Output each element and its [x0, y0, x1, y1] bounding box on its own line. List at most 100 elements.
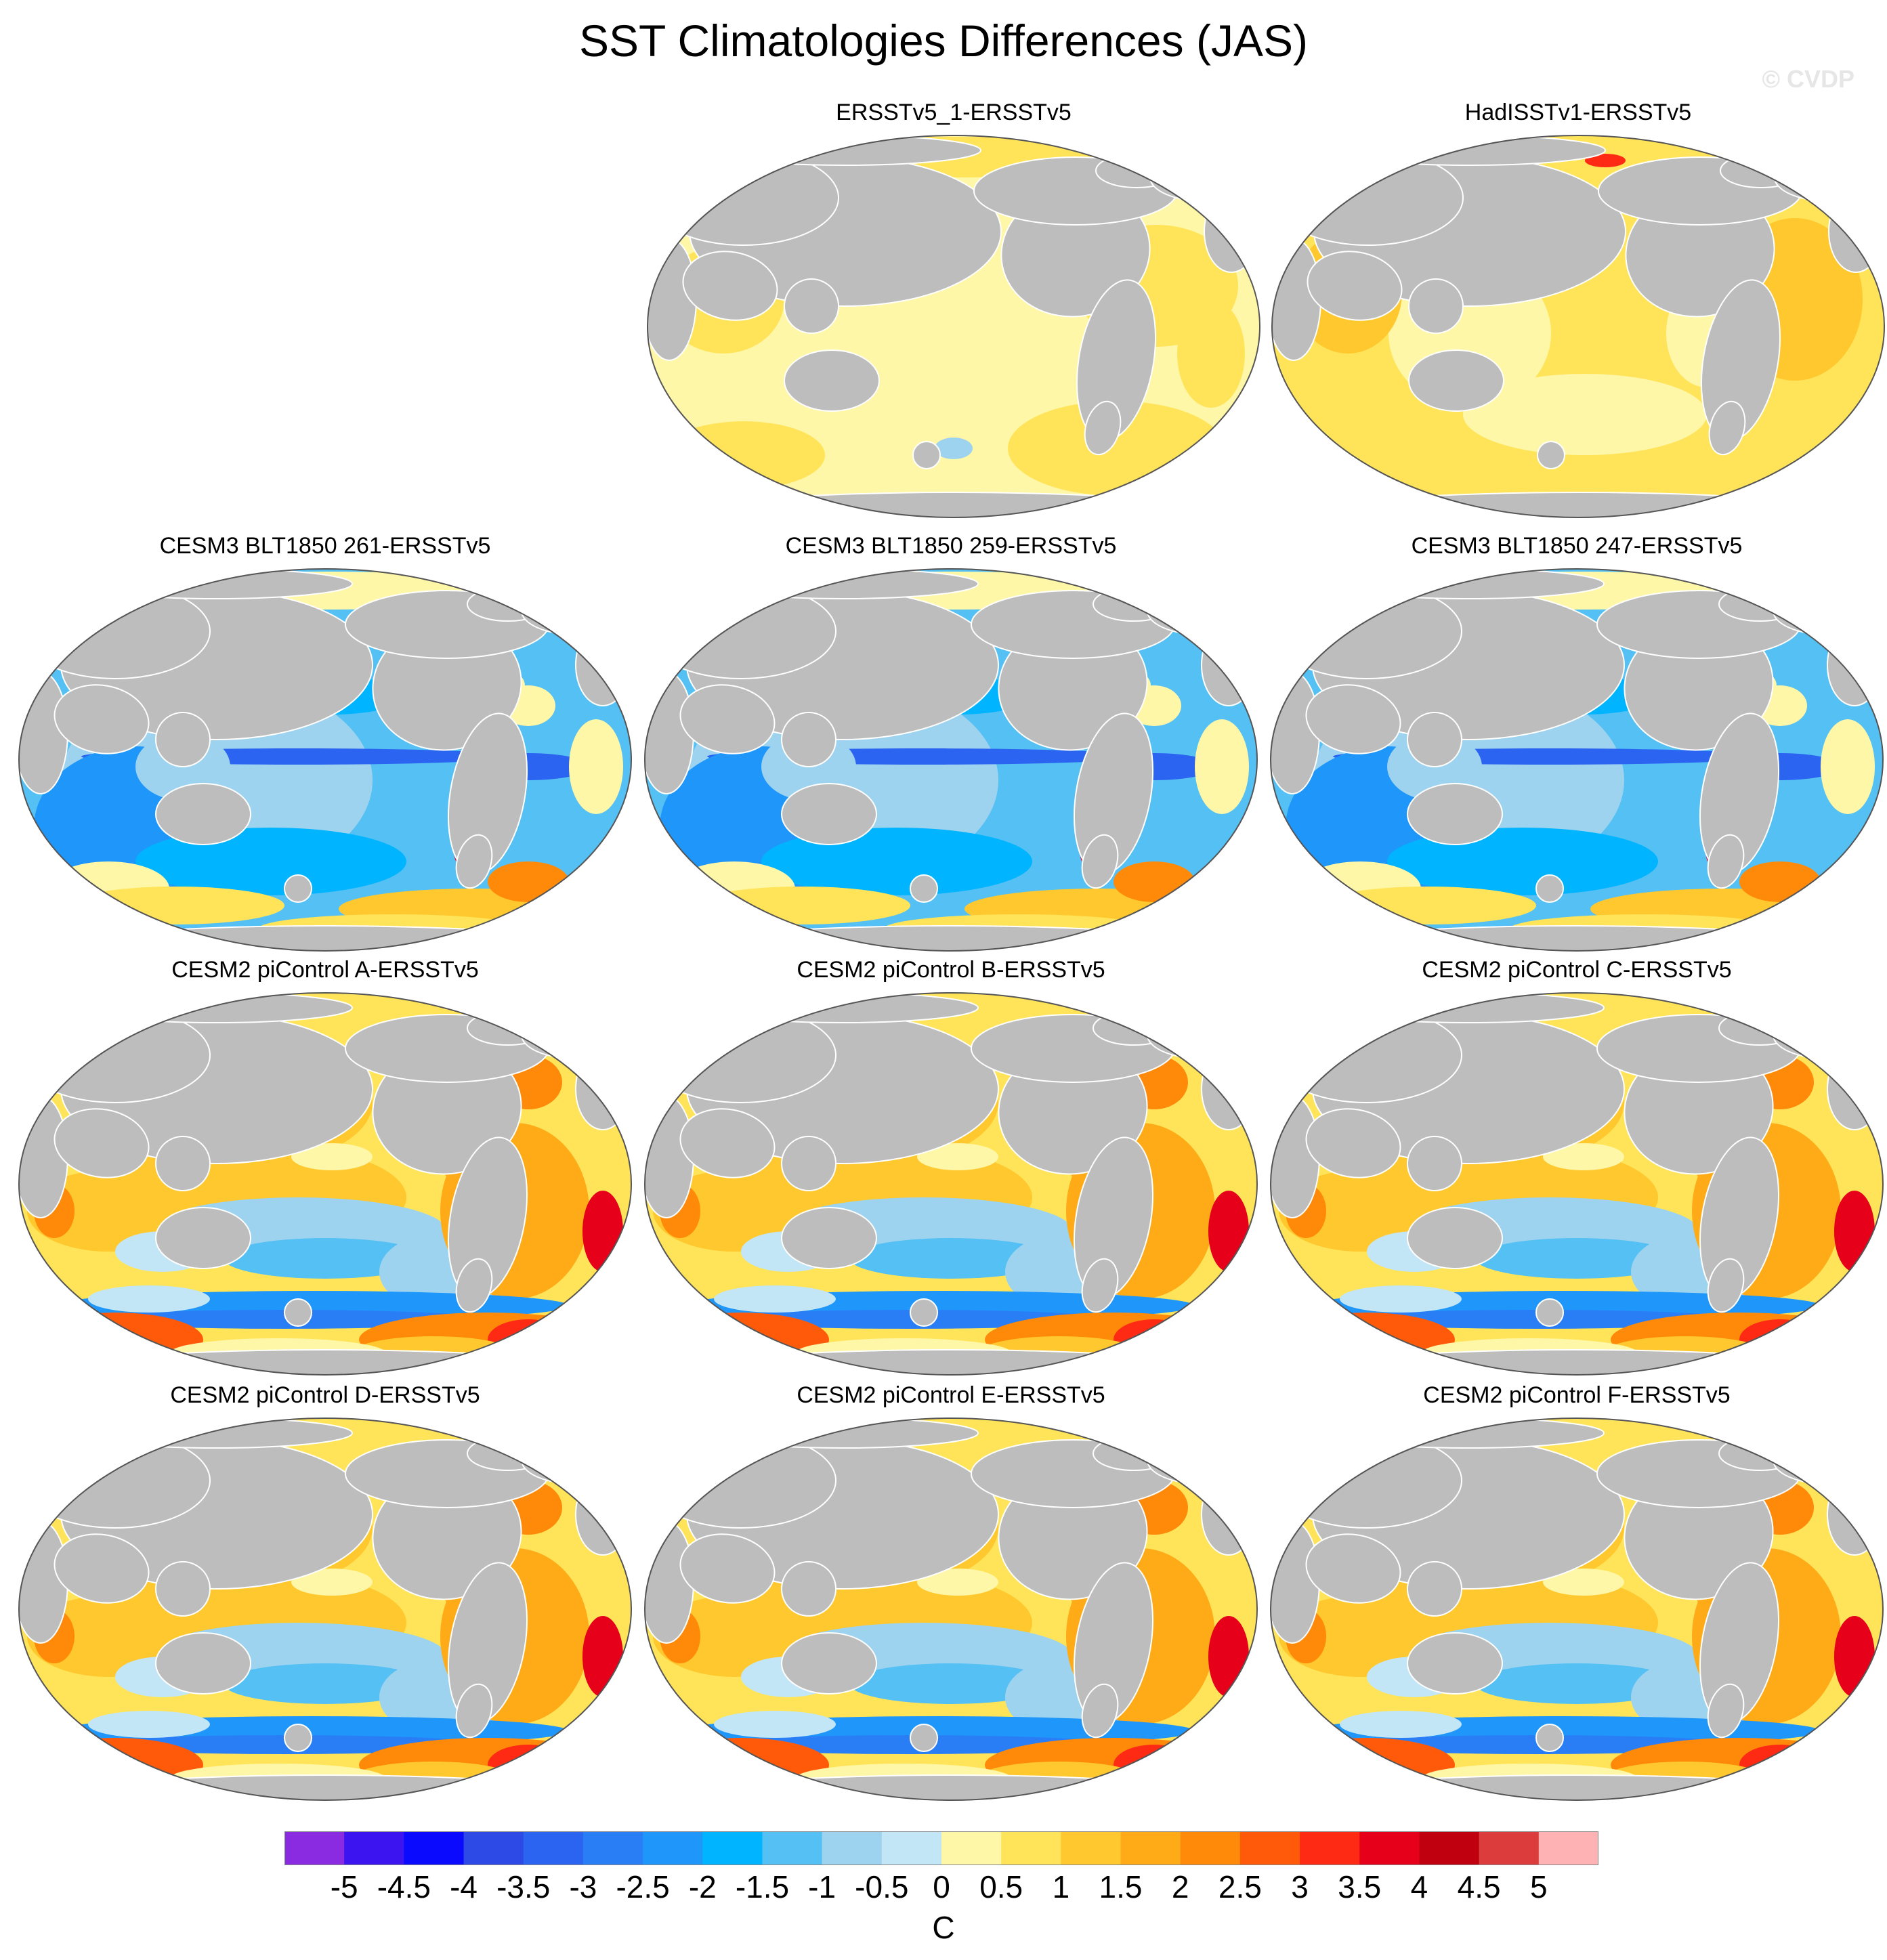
colorbar-tick-label: 1	[1052, 1869, 1070, 1904]
colorbar-tick-label: 4.5	[1457, 1869, 1501, 1904]
land-mass	[1272, 492, 1884, 517]
sst-anomaly-region	[917, 1569, 998, 1596]
sst-anomaly-region	[1821, 719, 1875, 814]
robinson-map	[18, 1418, 632, 1801]
land-mass	[155, 1136, 211, 1191]
land-mass	[910, 1298, 938, 1327]
sst-field	[19, 569, 631, 951]
land-mass	[1271, 925, 1883, 951]
land-mass	[467, 587, 549, 622]
robinson-map	[18, 568, 632, 952]
land-mass	[1149, 153, 1259, 202]
land-mass	[1407, 1632, 1503, 1695]
land-mass	[1774, 153, 1884, 202]
sst-anomaly-region	[1279, 1596, 1441, 1677]
sst-anomaly-region	[1340, 1285, 1462, 1313]
colorbar-tick-labels: -5 -4.5 -4 -3.5 -3 -2.5 -2 -1.5 -1 -0.5 0 0.5 1 1.5 2 2…	[284, 1869, 1598, 1910]
land-mass	[284, 874, 312, 903]
panel-title: CESM2 piControl C-ERSSTv5	[1422, 957, 1732, 983]
land-mass	[1598, 156, 1802, 226]
sst-anomaly-region	[27, 1170, 190, 1252]
land-mass	[1084, 400, 1122, 456]
sst-anomaly-region	[582, 1616, 623, 1697]
sst-field	[1271, 993, 1883, 1375]
land-mass	[521, 1436, 631, 1485]
sst-field	[1272, 135, 1884, 517]
land-mass	[521, 1010, 631, 1059]
sst-anomaly-region	[1739, 861, 1821, 902]
robinson-map	[644, 1418, 1258, 1801]
colorbar-tick-label: -3.5	[496, 1869, 551, 1904]
land-mass	[706, 569, 979, 599]
colorbar-swatch	[1120, 1831, 1181, 1865]
panel-title: CESM2 piControl E-ERSSTv5	[797, 1382, 1105, 1408]
colorbar-tick-label: 5	[1530, 1869, 1548, 1904]
land-mass	[1596, 590, 1801, 659]
sst-anomaly-region	[1114, 1319, 1195, 1360]
land-mass	[1093, 1010, 1175, 1046]
robinson-map	[1271, 135, 1885, 518]
land-mass	[345, 590, 549, 659]
land-mass	[781, 783, 877, 845]
panel-title: HadISSTv1-ERSSTv5	[1464, 100, 1692, 125]
land-mass	[971, 1014, 1175, 1083]
sst-anomaly-region	[1114, 861, 1195, 902]
colorbar-swatch	[1419, 1831, 1480, 1865]
land-mass	[1095, 153, 1178, 188]
land-mass	[1305, 684, 1401, 754]
land-mass	[709, 135, 981, 166]
panel-title: CESM2 piControl A-ERSSTv5	[171, 957, 479, 983]
robinson-map	[647, 135, 1260, 518]
sst-anomaly-region	[291, 1143, 373, 1170]
colorbar-tick-label: 2	[1171, 1869, 1189, 1904]
sst-anomaly-region	[1195, 719, 1249, 814]
land-mass	[81, 1418, 353, 1449]
land-mass	[575, 1048, 631, 1130]
colorbar-tick-label: -2	[688, 1869, 717, 1904]
sst-anomaly-region	[27, 1596, 190, 1677]
map-panel: CESM3 BLT1850 261-ERSSTv5	[14, 532, 637, 966]
land-mass	[521, 587, 631, 635]
colorbar-swatch	[1479, 1831, 1540, 1865]
land-mass	[1334, 135, 1606, 166]
sst-anomaly-region	[1319, 887, 1536, 924]
robinson-map	[1270, 568, 1884, 952]
colorbar-tick-label: -1	[808, 1869, 836, 1904]
colorbar-swatch	[941, 1831, 1002, 1865]
land-mass	[1596, 1439, 1801, 1508]
sst-anomaly-region	[673, 1336, 755, 1371]
map-border	[644, 1418, 1258, 1801]
land-mass	[973, 156, 1178, 226]
map-panel: HadISSTv1-ERSSTv5	[1267, 99, 1887, 532]
land-mass	[1407, 1561, 1462, 1617]
colorbar-tick-label: 3	[1291, 1869, 1309, 1904]
colorbar-swatch	[1359, 1831, 1420, 1865]
colorbar-tick-label: -5	[330, 1869, 358, 1904]
panel-title: CESM3 BLT1850 247-ERSSTv5	[1411, 533, 1743, 559]
colorbar-swatch	[1300, 1831, 1360, 1865]
land-mass	[1081, 1258, 1119, 1313]
colorbar-swatch	[762, 1831, 823, 1865]
panel-title: CESM3 BLT1850 261-ERSSTv5	[159, 533, 491, 559]
land-mass	[1147, 1010, 1256, 1059]
colorbar-frame	[284, 1831, 1598, 1865]
land-mass	[1332, 569, 1605, 599]
sst-field	[19, 993, 631, 1375]
land-mass	[19, 1349, 631, 1375]
sst-anomaly-region	[488, 1319, 569, 1360]
sst-anomaly-region	[1543, 1143, 1624, 1170]
sst-anomaly-region	[849, 1663, 1053, 1704]
map-panel: ERSSTv5_1-ERSSTv5	[642, 99, 1265, 532]
land-mass	[1773, 587, 1882, 635]
land-mass	[19, 1774, 631, 1800]
sst-anomaly-region	[88, 1285, 210, 1313]
sst-anomaly-region	[1299, 1761, 1380, 1796]
colorbar-swatches	[284, 1831, 1598, 1865]
sst-anomaly-region	[47, 1761, 129, 1796]
land-mass	[1307, 251, 1403, 321]
sst-anomaly-region	[569, 719, 623, 814]
colorbar-swatch	[1180, 1831, 1241, 1865]
map-border	[1270, 992, 1884, 1376]
colorbar-tick-label: 2.5	[1218, 1869, 1262, 1904]
map-panel: CESM2 piControl E-ERSSTv5	[639, 1382, 1263, 1815]
